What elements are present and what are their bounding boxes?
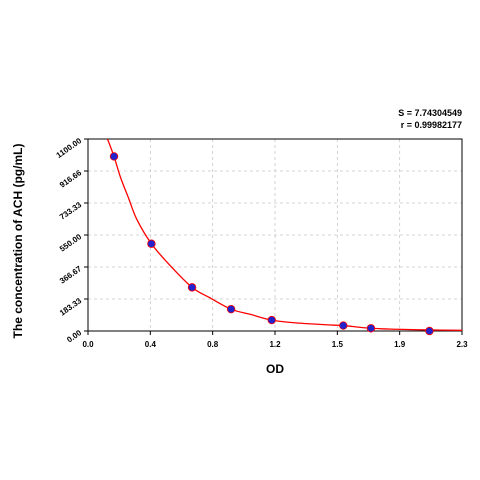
x-tick-label: 0.4 (145, 340, 157, 349)
y-tick-labels: 0.00 183.33 366.67 550.00 733.33 916.66 1100.0… (55, 136, 84, 345)
y-tick-label: 366.67 (58, 264, 84, 286)
x-tick-label: 1.2 (269, 340, 281, 349)
data-point (339, 321, 348, 330)
y-tick-label: 733.33 (58, 200, 84, 222)
data-point (366, 324, 376, 333)
y-tick-label: 916.66 (58, 168, 84, 190)
y-tick-label: 183.33 (58, 296, 84, 318)
x-tick-label: 1.9 (394, 340, 406, 349)
x-tick-label: 2.3 (456, 340, 468, 349)
y-tick-label: 0.00 (65, 328, 83, 345)
y-tick-label: 550.00 (58, 232, 84, 254)
fit-s-value: S = 7.74304549 (398, 108, 462, 118)
x-tick-labels: 0.0 0.4 0.8 1.2 1.5 1.9 2.3 (82, 340, 468, 349)
data-point (425, 326, 434, 336)
data-point (267, 315, 276, 325)
grid-lines (88, 139, 462, 331)
y-tick-label: 1100.00 (55, 136, 84, 160)
data-points (109, 152, 434, 336)
axes (84, 138, 463, 335)
x-tick-label: 0.0 (82, 340, 94, 349)
data-point (147, 239, 156, 248)
y-axis-label: The concentration of ACH (pg/mL) (11, 144, 25, 339)
data-point (187, 283, 197, 292)
fit-r-value: r = 0.99982177 (400, 120, 462, 130)
x-axis-label: OD (266, 362, 284, 376)
x-tick-label: 1.5 (332, 340, 344, 349)
x-tick-label: 0.8 (207, 340, 219, 349)
data-point (109, 152, 119, 161)
data-point (226, 304, 236, 314)
